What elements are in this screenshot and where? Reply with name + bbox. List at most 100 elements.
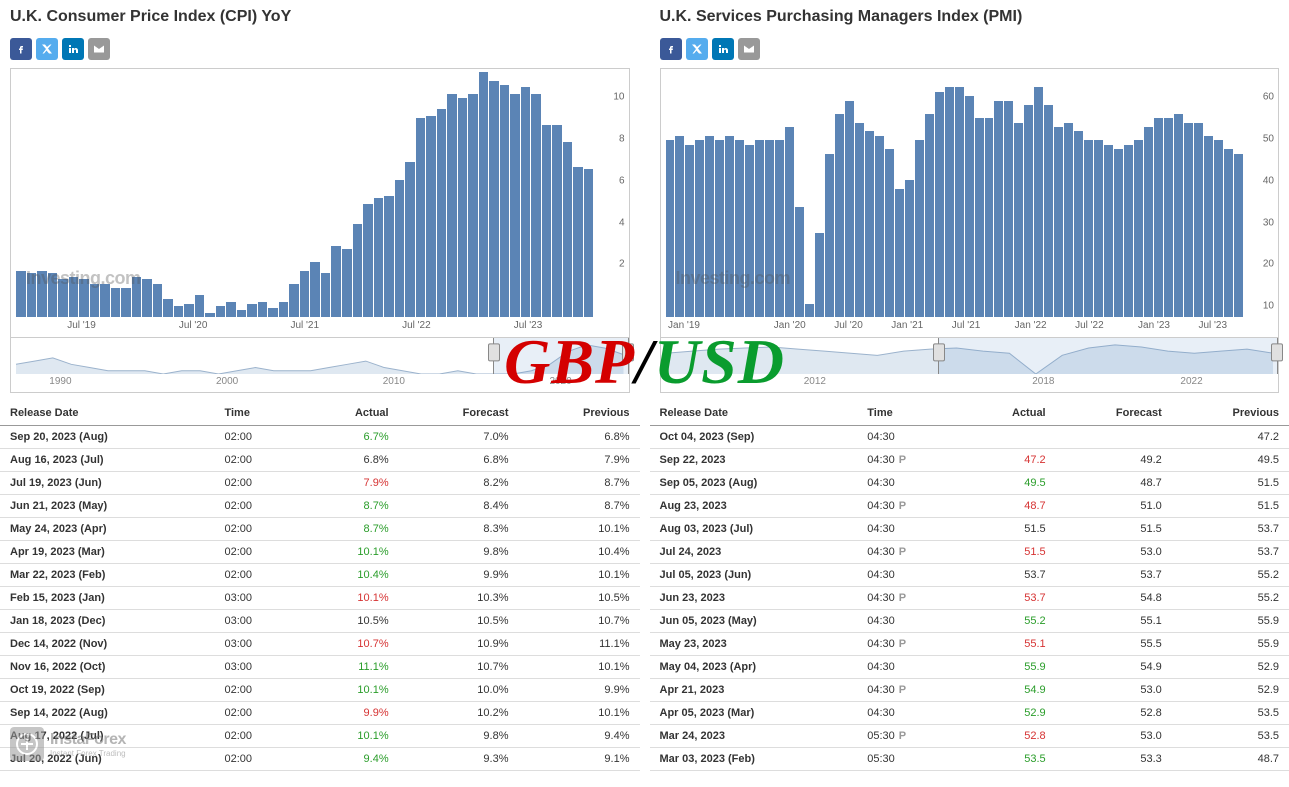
table-row[interactable]: May 04, 2023 (Apr)04:3055.954.952.9 [650,656,1289,679]
chart-bar [1064,123,1073,317]
twitter-icon[interactable] [686,38,708,60]
forecast-value: 10.0% [399,679,519,702]
release-date: Oct 19, 2022 (Sep) [0,679,214,702]
cpi-chart[interactable]: Investing.com 246810 Jul '19Jul '20Jul '… [10,68,630,338]
range-tick: 2018 [1032,376,1054,387]
previous-value: 53.5 [1172,725,1289,748]
chart-bar [745,145,754,317]
chart-bar [584,169,594,317]
table-row[interactable]: May 24, 2023 (Apr)02:008.7%8.3%10.1% [0,518,640,541]
table-row[interactable]: Apr 19, 2023 (Mar)02:0010.1%9.8%10.4% [0,541,640,564]
release-time: 04:30 [857,518,961,541]
chart-bar [1074,131,1083,317]
forecast-value: 8.3% [399,518,519,541]
cpi-range-selector[interactable]: 1990200020102020 [10,338,630,393]
table-row[interactable]: Jul 05, 2023 (Jun)04:3053.753.755.2 [650,564,1289,587]
table-row[interactable]: Sep 22, 202304:30P47.249.249.5 [650,449,1289,472]
chart-bar [975,118,984,317]
table-row[interactable]: Mar 03, 2023 (Feb)05:3053.553.348.7 [650,748,1289,771]
table-header[interactable]: Time [857,401,961,426]
table-header[interactable]: Previous [518,401,639,426]
chart-bar [915,140,924,317]
chart-bar [310,262,320,317]
table-row[interactable]: Sep 20, 2023 (Aug)02:006.7%7.0%6.8% [0,426,640,449]
table-row[interactable]: Apr 05, 2023 (Mar)04:3052.952.853.5 [650,702,1289,725]
chart-bar [765,140,774,317]
chart-bar [416,118,426,317]
table-row[interactable]: Sep 14, 2022 (Aug)02:009.9%10.2%10.1% [0,702,640,725]
previous-value: 9.1% [518,748,639,771]
actual-value: 53.5 [961,748,1056,771]
previous-value: 52.9 [1172,656,1289,679]
chart-bar [1044,105,1053,317]
table-header[interactable]: Forecast [399,401,519,426]
chart-bar [735,140,744,317]
table-row[interactable]: Dec 14, 2022 (Nov)03:0010.7%10.9%11.1% [0,633,640,656]
chart-bar [1084,140,1093,317]
previous-value: 10.1% [518,702,639,725]
twitter-icon[interactable] [36,38,58,60]
actual-value: 53.7 [961,587,1056,610]
chart-bar [1164,118,1173,317]
instaforex-logo: InstaForex Instant Forex Trading [10,727,126,761]
table-header[interactable]: Forecast [1056,401,1172,426]
linkedin-icon[interactable] [712,38,734,60]
chart-bar [945,87,954,317]
previous-value: 47.2 [1172,426,1289,449]
table-header[interactable]: Previous [1172,401,1289,426]
table-row[interactable]: Mar 22, 2023 (Feb)02:0010.4%9.9%10.1% [0,564,640,587]
table-row[interactable]: Jul 19, 2023 (Jun)02:007.9%8.2%8.7% [0,472,640,495]
previous-value: 10.4% [518,541,639,564]
pmi-table: Release DateTimeActualForecastPrevious O… [650,401,1289,771]
table-header[interactable]: Release Date [0,401,214,426]
previous-value: 10.1% [518,518,639,541]
forecast-value: 7.0% [399,426,519,449]
email-icon[interactable] [88,38,110,60]
actual-value: 10.4% [301,564,399,587]
release-date: Sep 20, 2023 (Aug) [0,426,214,449]
table-header[interactable]: Release Date [650,401,858,426]
release-time: 03:00 [214,610,301,633]
chart-bar [300,271,310,317]
table-row[interactable]: Jun 21, 2023 (May)02:008.7%8.4%8.7% [0,495,640,518]
release-date: May 23, 2023 [650,633,858,656]
release-time: 02:00 [214,748,301,771]
table-row[interactable]: Nov 16, 2022 (Oct)03:0011.1%10.7%10.1% [0,656,640,679]
release-date: Dec 14, 2022 (Nov) [0,633,214,656]
chart-bar [715,140,724,317]
table-row[interactable]: Mar 24, 202305:30P52.853.053.5 [650,725,1289,748]
release-date: Aug 16, 2023 (Jul) [0,449,214,472]
actual-value: 10.7% [301,633,399,656]
forecast-value: 53.0 [1056,541,1172,564]
table-row[interactable]: Jun 23, 202304:30P53.754.855.2 [650,587,1289,610]
table-row[interactable]: May 23, 202304:30P55.155.555.9 [650,633,1289,656]
pmi-chart[interactable]: Investing.com 102030405060 Jan '19Jan '2… [660,68,1280,338]
table-header[interactable]: Actual [301,401,399,426]
facebook-icon[interactable] [10,38,32,60]
release-date: Nov 16, 2022 (Oct) [0,656,214,679]
table-row[interactable]: Aug 03, 2023 (Jul)04:3051.551.553.7 [650,518,1289,541]
table-row[interactable]: Jul 24, 202304:30P51.553.053.7 [650,541,1289,564]
table-row[interactable]: Oct 04, 2023 (Sep)04:3047.2 [650,426,1289,449]
table-header[interactable]: Actual [961,401,1056,426]
table-row[interactable]: Oct 19, 2022 (Sep)02:0010.1%10.0%9.9% [0,679,640,702]
previous-value: 53.5 [1172,702,1289,725]
table-row[interactable]: Apr 21, 202304:30P54.953.052.9 [650,679,1289,702]
pmi-range-selector[interactable]: 201220182022 [660,338,1280,393]
email-icon[interactable] [738,38,760,60]
y-tick: 6 [619,175,625,186]
table-row[interactable]: Jan 18, 2023 (Dec)03:0010.5%10.5%10.7% [0,610,640,633]
release-time: 02:00 [214,449,301,472]
linkedin-icon[interactable] [62,38,84,60]
forecast-value: 8.4% [399,495,519,518]
table-header[interactable]: Time [214,401,301,426]
table-row[interactable]: Feb 15, 2023 (Jan)03:0010.1%10.3%10.5% [0,587,640,610]
actual-value: 49.5 [961,472,1056,495]
chart-bar [510,94,520,317]
facebook-icon[interactable] [660,38,682,60]
table-row[interactable]: Aug 23, 202304:30P48.751.051.5 [650,495,1289,518]
table-row[interactable]: Aug 16, 2023 (Jul)02:006.8%6.8%7.9% [0,449,640,472]
chart-bar [437,109,447,317]
table-row[interactable]: Jun 05, 2023 (May)04:3055.255.155.9 [650,610,1289,633]
table-row[interactable]: Sep 05, 2023 (Aug)04:3049.548.751.5 [650,472,1289,495]
